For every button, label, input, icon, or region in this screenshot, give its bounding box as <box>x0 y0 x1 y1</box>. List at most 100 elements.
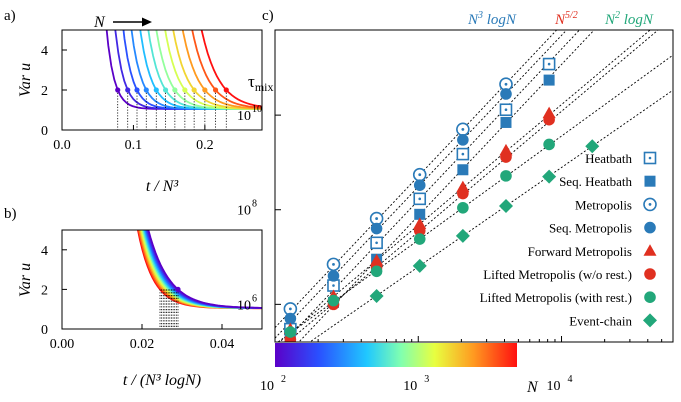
mixing-time-point <box>125 87 131 93</box>
data-point <box>542 57 556 71</box>
colorbar <box>275 343 517 367</box>
data-point <box>543 113 555 126</box>
data-point <box>457 187 469 200</box>
scaling-guide-line <box>275 30 558 328</box>
panel-c-scaling-labels: N3 logN N5/2 N2 logN <box>467 10 654 28</box>
y-tick-label: 10 <box>237 298 251 313</box>
panel-c-ylabel: τmix <box>248 72 274 94</box>
collapsed-curve <box>138 230 262 310</box>
data-point <box>413 233 426 245</box>
relaxation-curve <box>181 30 262 110</box>
relaxation-curve <box>191 30 262 109</box>
data-point <box>413 179 426 192</box>
mixing-time-point <box>175 286 181 292</box>
data-point <box>327 294 340 307</box>
y-tick-label: 4 <box>41 44 48 59</box>
mixing-time-point <box>134 87 140 93</box>
legend-marker <box>644 268 656 280</box>
scaling-guide-line <box>298 30 595 342</box>
panel-a-arrow-label: N <box>93 14 106 31</box>
y-tick-label: 10 <box>237 204 251 219</box>
y-tick-label: 2 <box>41 84 48 99</box>
y-tick-exponent: 10 <box>252 104 262 115</box>
scaling-label: N3 logN <box>467 10 517 28</box>
mixing-time-point <box>212 87 219 93</box>
x-tick-label: 10 <box>547 379 561 394</box>
panel-c-guide-lines <box>275 30 673 342</box>
data-point <box>500 116 512 128</box>
relaxation-curve <box>172 30 262 110</box>
mixing-time-point <box>172 87 178 93</box>
x-tick-label: 0.04 <box>210 337 235 352</box>
mixing-time-point <box>182 87 188 93</box>
x-tick-label: 10 <box>260 379 274 394</box>
panel-a-axes: 0.0 0.1 0.2 0 2 4 <box>41 44 214 153</box>
y-tick-label: 10 <box>237 109 251 124</box>
data-point <box>457 201 469 214</box>
x-tick-exponent: 3 <box>424 374 429 385</box>
scaling-guide-line <box>277 54 673 342</box>
data-point <box>369 289 384 304</box>
data-point <box>457 134 469 146</box>
scaling-guide-line <box>283 30 581 342</box>
data-point <box>456 147 470 161</box>
data-point <box>500 88 512 100</box>
legend-marker <box>644 175 656 187</box>
collapsed-curve <box>145 230 262 309</box>
data-point <box>412 167 427 182</box>
x-tick-label: 0.02 <box>130 337 155 352</box>
relaxation-curve <box>139 30 262 110</box>
mixing-time-point <box>162 87 169 93</box>
scaling-guide-line <box>309 89 673 342</box>
legend-marker <box>643 151 657 165</box>
x-tick-exponent: 4 <box>568 374 573 385</box>
collapsed-curve <box>141 230 262 309</box>
collapsed-curve <box>136 230 262 310</box>
collapsed-curve <box>147 230 262 309</box>
legend-label: Lifted Metropolis (w/o rest.) <box>483 267 632 282</box>
panel-b-axes: 0.00 0.02 0.04 0 2 4 <box>41 244 234 352</box>
data-point <box>498 198 513 213</box>
legend-marker <box>643 197 657 212</box>
relaxation-curve <box>122 30 262 110</box>
collapsed-curve <box>144 230 262 309</box>
data-point <box>327 270 340 282</box>
x-tick-exponent: 2 <box>281 374 286 385</box>
mixing-time-point <box>223 87 229 93</box>
scaling-guide-line <box>278 30 651 342</box>
y-tick-label: 0 <box>41 124 48 139</box>
panel-b-ylabel: Var u <box>17 263 34 297</box>
scaling-label: N5/2 <box>554 10 578 28</box>
panel-b-curves <box>136 230 262 329</box>
data-point <box>370 222 383 235</box>
relaxation-curve <box>200 30 262 108</box>
data-point <box>542 169 557 184</box>
panel-a: a) 0.0 0.1 0.2 0 2 4 N Var u t / N³ <box>4 8 263 195</box>
data-point <box>412 258 427 273</box>
panel-b-xlabel: t / (N³ logN) <box>123 372 201 389</box>
panel-b-label: b) <box>4 206 17 222</box>
data-point <box>284 312 297 325</box>
panel-a-curves <box>105 30 262 130</box>
panel-c-points <box>283 57 600 342</box>
x-tick-label: 0.0 <box>53 138 71 153</box>
x-tick-label: 0.2 <box>196 138 214 153</box>
data-point <box>326 257 341 272</box>
data-point <box>413 224 426 237</box>
legend-marker <box>644 291 656 304</box>
collapsed-curve <box>146 230 262 309</box>
scaling-guide-line <box>275 30 568 339</box>
arrow-icon <box>113 17 152 27</box>
legend-label: Metropolis <box>575 197 632 212</box>
legend-marker <box>644 221 656 234</box>
legend-label: Lifted Metropolis (with rest.) <box>480 290 632 305</box>
legend-marker <box>643 313 657 328</box>
data-point <box>543 74 555 86</box>
x-tick-label: 10 <box>403 379 417 394</box>
x-tick-label: 0.00 <box>50 337 75 352</box>
scaling-label: N2 logN <box>604 10 654 28</box>
data-point <box>284 326 297 338</box>
data-point <box>414 208 426 220</box>
